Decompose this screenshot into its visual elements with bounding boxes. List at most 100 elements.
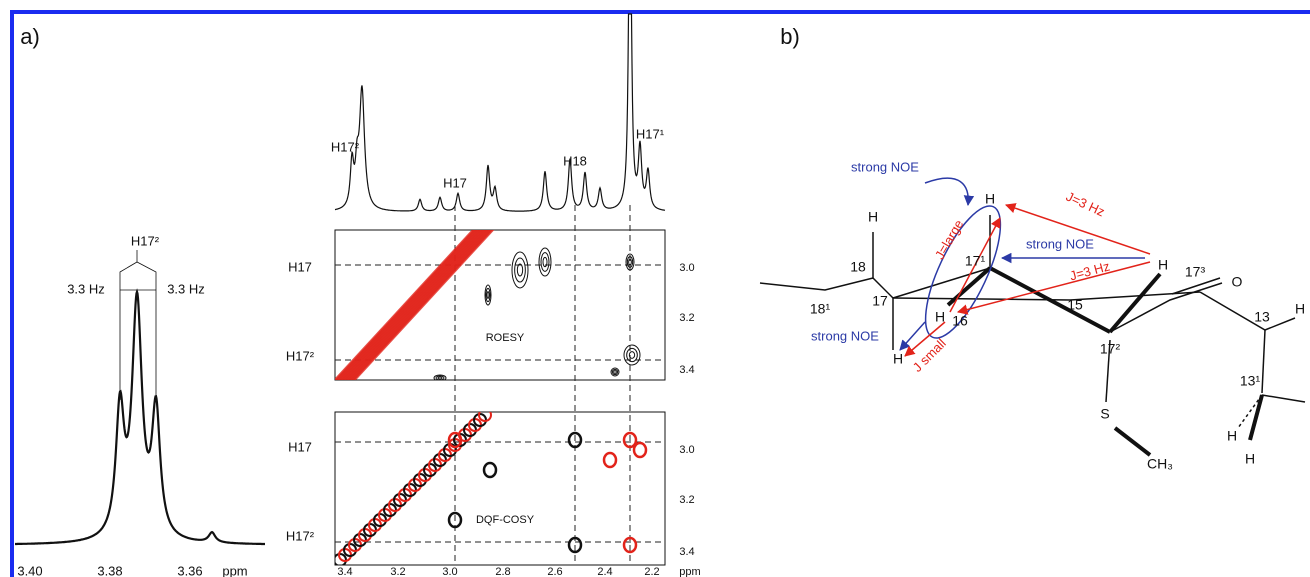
contour: [482, 461, 498, 479]
contour: [613, 370, 617, 374]
atom-label: 17: [872, 293, 888, 309]
spectrum-1d: [334, 13, 666, 212]
atom-label: H: [1158, 257, 1168, 273]
highlight-ellipse: [924, 205, 1002, 339]
contour: [611, 368, 619, 376]
contour: [567, 431, 583, 449]
panel-title: DQF-COSY: [476, 514, 535, 526]
y-tick-label: 3.2: [679, 494, 694, 506]
contour: [540, 252, 550, 272]
y-tick-label: 3.0: [679, 444, 694, 456]
x-tick-label: 2.8: [495, 566, 510, 577]
cosy-box: [334, 411, 666, 566]
x-tick-label: 3.4: [337, 566, 352, 577]
diagonal: [353, 230, 495, 380]
contour: [435, 375, 445, 380]
atom-label: S: [1100, 406, 1109, 422]
y-tick-label: 3.2: [679, 312, 694, 324]
bond: [1261, 329, 1266, 394]
contour: [626, 347, 638, 363]
bond: [1248, 394, 1264, 441]
roesy-contours: [335, 230, 641, 380]
atom-label: 17²: [1100, 341, 1121, 357]
noe-arrow: [899, 321, 926, 351]
atom-label: 13: [1254, 309, 1270, 325]
spectra: [15, 13, 666, 566]
annotation: strong NOE: [1026, 236, 1094, 251]
row-label: H17²: [286, 348, 315, 363]
cosy-contours: [335, 412, 648, 565]
panel-title: ROESY: [486, 332, 525, 344]
contour: [447, 431, 463, 449]
j-arrow: [1005, 203, 1151, 255]
bond: [1105, 339, 1111, 403]
atom-label: H: [1227, 428, 1237, 444]
y-tick-label: 3.4: [679, 546, 694, 558]
atom-label: H: [893, 351, 903, 367]
x-unit: ppm: [679, 566, 700, 577]
contour: [516, 263, 524, 277]
atom-label: H: [935, 309, 945, 325]
contour: [628, 258, 632, 266]
contour: [542, 256, 548, 268]
contour: [567, 536, 583, 554]
contour: [632, 441, 648, 459]
contour: [610, 367, 620, 377]
panel-label: b): [780, 24, 800, 49]
bond: [1171, 277, 1221, 295]
atom-label: CH₃: [1147, 456, 1173, 472]
contour: [622, 431, 638, 449]
contour: [511, 251, 529, 289]
contour: [625, 253, 635, 271]
contour: [484, 284, 492, 306]
atom-label: 18: [850, 259, 866, 275]
atom-label: H: [985, 191, 995, 207]
bond: [1237, 394, 1263, 429]
contour: [514, 257, 526, 283]
contour: [628, 351, 636, 359]
atom-label: 17³: [1185, 264, 1206, 280]
atom-label: 13¹: [1240, 373, 1261, 389]
x-tick-label: 2.4: [597, 566, 612, 577]
atom-label: H: [1295, 301, 1305, 317]
bond: [1261, 394, 1306, 403]
y-tick-label: 3.0: [679, 262, 694, 274]
atom-label: O: [1232, 274, 1243, 290]
atom-label: 15: [1067, 297, 1083, 313]
bond: [1109, 282, 1223, 333]
panel-label: a): [20, 24, 40, 49]
x-tick-label: 3.36: [177, 563, 202, 577]
peak-label: H17¹: [636, 126, 665, 141]
contour: [622, 536, 638, 554]
annotation: strong NOE: [811, 328, 879, 343]
contour: [437, 376, 443, 380]
atom-label: 16: [952, 313, 968, 329]
peak-label: H17²: [331, 139, 360, 154]
row-label: H17: [288, 259, 312, 274]
contour: [447, 511, 463, 529]
x-tick-label: 2.6: [547, 566, 562, 577]
j-arrow: [956, 261, 1151, 315]
contour: [602, 451, 618, 469]
contour: [538, 247, 552, 277]
contour: [433, 374, 447, 380]
peak-label: H17: [443, 175, 467, 190]
x-tick-label: 2.2: [644, 566, 659, 577]
j-arrow: [949, 217, 1001, 313]
contour: [486, 291, 490, 299]
multiplet-trace: [15, 288, 265, 546]
y-tick-label: 3.4: [679, 364, 694, 376]
atom-label: 18¹: [810, 301, 831, 317]
contour: [485, 287, 491, 303]
bond: [759, 277, 874, 291]
x-tick-label: 3.38: [97, 563, 122, 577]
x-tick-label: 3.40: [17, 563, 42, 577]
x-tick-label: 3.0: [442, 566, 457, 577]
peak-label: H17²: [131, 233, 160, 248]
roesy-box: [334, 229, 666, 381]
row-label: H17²: [286, 528, 315, 543]
bond: [1113, 426, 1152, 457]
bond: [892, 267, 991, 299]
